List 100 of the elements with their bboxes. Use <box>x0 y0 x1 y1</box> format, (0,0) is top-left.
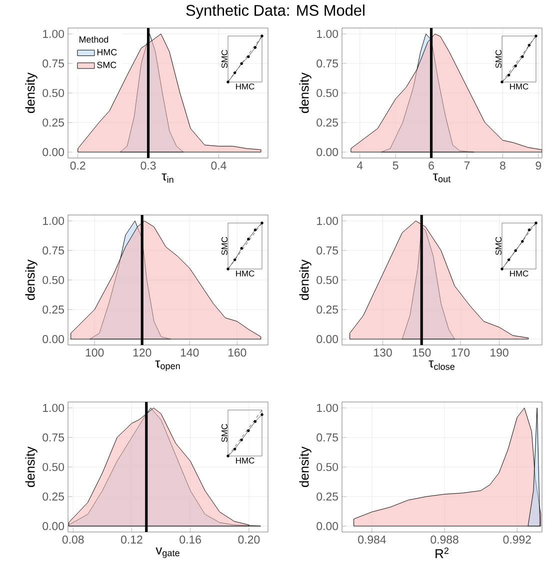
y-tick-label: 1.00 <box>43 404 64 412</box>
x-axis-title: τ$_{open}$ <box>155 360 180 371</box>
point <box>254 46 257 49</box>
point <box>226 454 230 458</box>
y-tick-label: 0.75 <box>316 433 338 442</box>
y-tick-label: 0.75 <box>316 246 338 255</box>
x-tick-label: 170 <box>452 348 470 357</box>
point <box>500 268 504 270</box>
y-tick-label: 0.25 <box>42 118 64 127</box>
x-tick-label: 0.4 <box>211 162 226 170</box>
point <box>528 228 531 232</box>
y-tick-label: 0.75 <box>42 246 64 255</box>
x-axis-title: HMC <box>236 270 254 277</box>
y-tick-label: 0.75 <box>316 59 338 68</box>
x-tick-label: 100 <box>86 348 104 357</box>
point <box>514 64 517 68</box>
point <box>233 258 236 262</box>
x-tick-label: 120 <box>133 348 152 357</box>
point <box>254 420 257 423</box>
y-tick-label: 0.50 <box>42 88 64 98</box>
legend-label: SMC <box>97 62 116 68</box>
point <box>247 429 250 432</box>
y-tick-label: 0.25 <box>316 492 338 501</box>
y-tick-label: 1.00 <box>317 30 338 38</box>
x-tick-label: 6 <box>428 162 434 170</box>
x-axis-title: HMC <box>510 270 528 277</box>
x-axis-title: τ$_{out}$ <box>433 173 451 182</box>
chart-title: Synthetic Data: MS Model <box>186 4 364 19</box>
point <box>500 80 504 84</box>
point <box>240 246 243 250</box>
y-tick-label: 0.00 <box>316 148 338 156</box>
x-tick-label: 0.2 <box>70 162 86 170</box>
y-tick-label: 0.00 <box>316 335 338 344</box>
y-tick-label: 0.00 <box>42 522 64 530</box>
y-tick-label: 0.75 <box>42 433 64 442</box>
y-tick-label: 0.75 <box>42 59 64 68</box>
x-tick-label: 0.20 <box>238 536 260 544</box>
y-axis-title: density <box>25 260 38 300</box>
x-tick-label: 150 <box>412 348 431 357</box>
x-tick-label: 8 <box>500 162 506 170</box>
x-tick-label: 130 <box>374 348 392 357</box>
y-tick-label: 0.25 <box>42 492 64 501</box>
y-axis-title: SMC <box>221 50 228 68</box>
y-axis-title: density <box>299 72 312 113</box>
point <box>260 34 264 38</box>
y-axis-title: density <box>299 446 312 487</box>
x-tick-label: 0.08 <box>62 536 84 544</box>
point <box>534 34 538 38</box>
point <box>240 438 243 442</box>
point <box>247 55 250 58</box>
y-axis-title: density <box>25 72 38 113</box>
x-tick-label: 190 <box>490 348 508 357</box>
x-axis-title: HMC <box>510 84 528 90</box>
y-tick-label: 1.00 <box>43 216 64 225</box>
point <box>514 249 517 252</box>
point <box>507 74 510 76</box>
y-tick-label: 1.00 <box>43 30 64 38</box>
x-tick-label: 0.12 <box>121 536 142 544</box>
point <box>260 222 264 224</box>
y-axis-title: density <box>25 446 38 487</box>
x-tick-label: 0.988 <box>430 536 458 544</box>
y-axis-title: SMC <box>495 50 502 68</box>
y-tick-label: 0.50 <box>42 462 64 472</box>
point <box>226 80 230 84</box>
y-axis-title: SMC <box>221 424 228 442</box>
x-axis-title: HMC <box>236 458 254 464</box>
legend-label: HMC <box>97 49 117 56</box>
y-tick-label: 1.00 <box>317 404 338 412</box>
y-tick-label: 0.50 <box>316 276 338 284</box>
y-tick-label: 0.50 <box>316 462 338 472</box>
x-tick-label: 4 <box>356 162 363 170</box>
x-axis-title: R$^{2}$ <box>436 547 448 558</box>
point <box>507 258 510 262</box>
point <box>247 238 250 240</box>
y-tick-label: 0.50 <box>316 88 338 98</box>
y-axis-title: SMC <box>221 236 228 256</box>
point <box>240 62 243 65</box>
point <box>254 228 257 232</box>
x-tick-label: 7 <box>464 162 470 170</box>
y-tick-label: 0.50 <box>42 276 64 284</box>
x-tick-label: 0.984 <box>358 536 386 544</box>
point <box>260 413 264 416</box>
x-tick-label: 140 <box>180 348 199 357</box>
legend-title: Method <box>79 36 108 43</box>
point <box>521 55 524 58</box>
y-tick-label: 0.00 <box>42 148 64 156</box>
point <box>233 448 236 450</box>
y-axis-title: SMC <box>495 236 502 256</box>
y-tick-label: 0.25 <box>316 305 338 314</box>
point <box>528 44 531 47</box>
y-tick-label: 1.00 <box>317 216 338 225</box>
x-axis-title: v$_{gate}$ <box>156 547 180 558</box>
x-tick-label: 0.3 <box>140 162 156 170</box>
point <box>534 222 538 224</box>
x-axis-title: τ$_{close}$ <box>428 360 454 370</box>
x-tick-label: 0.992 <box>503 536 531 544</box>
x-tick-label: 160 <box>228 348 246 357</box>
y-tick-label: 0.00 <box>316 522 338 530</box>
x-axis-title: HMC <box>236 84 254 90</box>
point <box>233 71 236 74</box>
